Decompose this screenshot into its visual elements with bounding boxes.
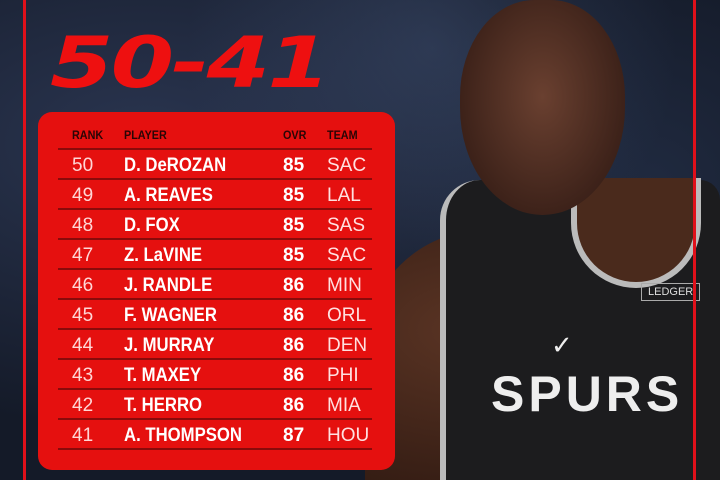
cell-team: SAC <box>327 245 367 266</box>
table-row: 45 F. WAGNER 86 ORL <box>58 298 372 328</box>
cell-rank: 42 <box>72 395 94 416</box>
cell-team: PHI <box>327 365 359 386</box>
cell-team: LAL <box>327 185 361 206</box>
cell-team: HOU <box>327 425 370 446</box>
nike-swoosh-icon: ✓ <box>551 330 573 360</box>
cell-rank: 48 <box>72 215 94 236</box>
cell-rank: 44 <box>72 335 94 356</box>
header-rank: RANK <box>72 128 104 142</box>
cell-player: F. WAGNER <box>124 305 217 326</box>
header-ovr: OVR <box>283 128 307 142</box>
table-row: 46 J. RANDLE 86 MIN <box>58 268 372 298</box>
cell-ovr: 87 <box>283 425 305 446</box>
cell-ovr: 85 <box>283 185 305 206</box>
table-row: 50 D. DeROZAN 85 SAC <box>58 148 372 178</box>
cell-team: SAC <box>327 155 367 176</box>
header-team: TEAM <box>327 128 358 142</box>
cell-rank: 49 <box>72 185 94 206</box>
cell-ovr: 86 <box>283 395 305 416</box>
cell-rank: 46 <box>72 275 94 296</box>
jersey-collar <box>571 178 701 288</box>
cell-ovr: 85 <box>283 215 305 236</box>
player-photo: LEDGER ✓ SPURS <box>365 0 720 480</box>
table-row: 49 A. REAVES 85 LAL <box>58 178 372 208</box>
cell-player: T. MAXEY <box>124 365 202 386</box>
rankings-panel <box>38 112 395 470</box>
cell-rank: 50 <box>72 155 94 176</box>
cell-rank: 43 <box>72 365 94 386</box>
cell-team: SAS <box>327 215 366 236</box>
player-head <box>460 0 625 215</box>
table-row: 42 T. HERRO 86 MIA <box>58 388 372 418</box>
cell-team: ORL <box>327 305 367 326</box>
right-accent-line <box>693 0 696 480</box>
table-row: 44 J. MURRAY 86 DEN <box>58 328 372 358</box>
cell-ovr: 86 <box>283 275 305 296</box>
cell-player: Z. LaVINE <box>124 245 203 266</box>
cell-rank: 41 <box>72 425 94 446</box>
table-row: 41 A. THOMPSON 87 HOU <box>58 418 372 448</box>
cell-ovr: 86 <box>283 335 305 356</box>
cell-rank: 45 <box>72 305 94 326</box>
jersey-wordmark: SPURS <box>491 366 684 422</box>
cell-rank: 47 <box>72 245 94 266</box>
cell-ovr: 85 <box>283 155 305 176</box>
cell-player: A. THOMPSON <box>124 425 242 446</box>
header-player: PLAYER <box>124 128 167 142</box>
cell-player: D. DeROZAN <box>124 155 227 176</box>
table-row: 47 Z. LaVINE 85 SAC <box>58 238 372 268</box>
left-accent-line <box>23 0 26 480</box>
table-row: 48 D. FOX 85 SAS <box>58 208 372 238</box>
table-row: 43 T. MAXEY 86 PHI <box>58 358 372 388</box>
cell-player: D. FOX <box>124 215 180 236</box>
cell-player: A. REAVES <box>124 185 213 206</box>
cell-player: T. HERRO <box>124 395 203 416</box>
cell-ovr: 85 <box>283 245 305 266</box>
spurs-jersey: LEDGER ✓ SPURS <box>440 178 720 480</box>
cell-team: MIN <box>327 275 362 296</box>
table-bottom-rule <box>58 448 372 450</box>
ledger-patch: LEDGER <box>641 283 701 301</box>
cell-ovr: 86 <box>283 305 305 326</box>
cell-ovr: 86 <box>283 365 305 386</box>
cell-team: MIA <box>327 395 361 416</box>
page-title: 50-41 <box>50 22 331 104</box>
cell-player: J. RANDLE <box>124 275 213 296</box>
cell-player: J. MURRAY <box>124 335 215 356</box>
cell-team: DEN <box>327 335 368 356</box>
